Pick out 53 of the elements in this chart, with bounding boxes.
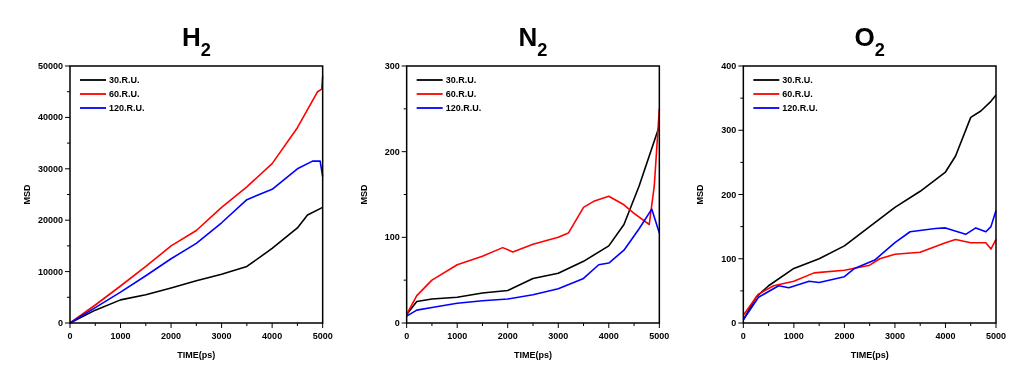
legend-label: 60.R.U. bbox=[782, 89, 813, 99]
y-tick-label: 30000 bbox=[37, 163, 63, 174]
y-tick-label: 0 bbox=[394, 318, 400, 328]
y-tick-label: 300 bbox=[721, 125, 737, 136]
x-tick-label: 2000 bbox=[497, 331, 518, 341]
x-tick-label: 0 bbox=[404, 331, 410, 341]
chart-title: O$_{2}$ bbox=[854, 22, 885, 60]
y-tick-label: 100 bbox=[721, 253, 737, 264]
y-tick-label: 50000 bbox=[37, 61, 63, 71]
x-axis-title: TIME(ps) bbox=[177, 350, 216, 360]
y-axis-title: MSD bbox=[358, 184, 369, 205]
x-tick-label: 4000 bbox=[598, 331, 619, 341]
x-tick-label: 3000 bbox=[211, 331, 232, 341]
x-tick-label: 1000 bbox=[447, 331, 468, 341]
x-tick-label: 0 bbox=[740, 331, 746, 341]
y-axis-title: MSD bbox=[695, 184, 706, 205]
y-tick-label: 400 bbox=[721, 61, 737, 71]
legend-label: 120.R.U. bbox=[782, 103, 818, 113]
x-tick-label: 5000 bbox=[312, 331, 333, 341]
x-tick-label: 4000 bbox=[935, 331, 956, 341]
legend-label: 60.R.U. bbox=[109, 89, 140, 99]
y-axis-title: MSD bbox=[22, 184, 32, 205]
legend-label: 120.R.U. bbox=[445, 103, 482, 113]
x-axis-title: TIME(ps) bbox=[850, 350, 889, 360]
x-tick-label: 2000 bbox=[834, 331, 855, 341]
y-tick-label: 10000 bbox=[37, 266, 63, 277]
x-tick-label: 3000 bbox=[548, 331, 569, 341]
y-tick-label: 100 bbox=[384, 232, 400, 243]
legend-label: 120.R.U. bbox=[109, 103, 145, 113]
x-tick-label: 4000 bbox=[262, 331, 283, 341]
y-tick-label: 20000 bbox=[37, 215, 63, 226]
legend-label: 30.R.U. bbox=[109, 75, 140, 85]
y-tick-label: 300 bbox=[384, 61, 400, 71]
x-tick-label: 3000 bbox=[884, 331, 905, 341]
x-tick-label: 1000 bbox=[783, 331, 804, 341]
x-tick-label: 5000 bbox=[649, 331, 670, 341]
x-tick-label: 0 bbox=[67, 331, 73, 341]
y-tick-label: 200 bbox=[721, 189, 737, 200]
y-tick-label: 200 bbox=[384, 146, 400, 157]
y-tick-label: 0 bbox=[731, 318, 737, 328]
y-tick-label: 40000 bbox=[37, 112, 63, 123]
x-tick-label: 2000 bbox=[161, 331, 182, 341]
chart-title: H$_{2}$ bbox=[181, 22, 211, 60]
legend-label: 30.R.U. bbox=[445, 75, 477, 85]
x-axis-title: TIME(ps) bbox=[514, 350, 552, 360]
line-series bbox=[742, 238, 997, 317]
x-tick-label: 1000 bbox=[110, 331, 131, 341]
line-series bbox=[405, 208, 661, 317]
legend-label: 30.R.U. bbox=[782, 75, 813, 85]
chart-title: N$_{2}$ bbox=[518, 22, 548, 60]
legend-label: 60.R.U. bbox=[445, 89, 477, 99]
x-tick-label: 5000 bbox=[985, 331, 1007, 341]
y-tick-label: 0 bbox=[57, 318, 63, 328]
